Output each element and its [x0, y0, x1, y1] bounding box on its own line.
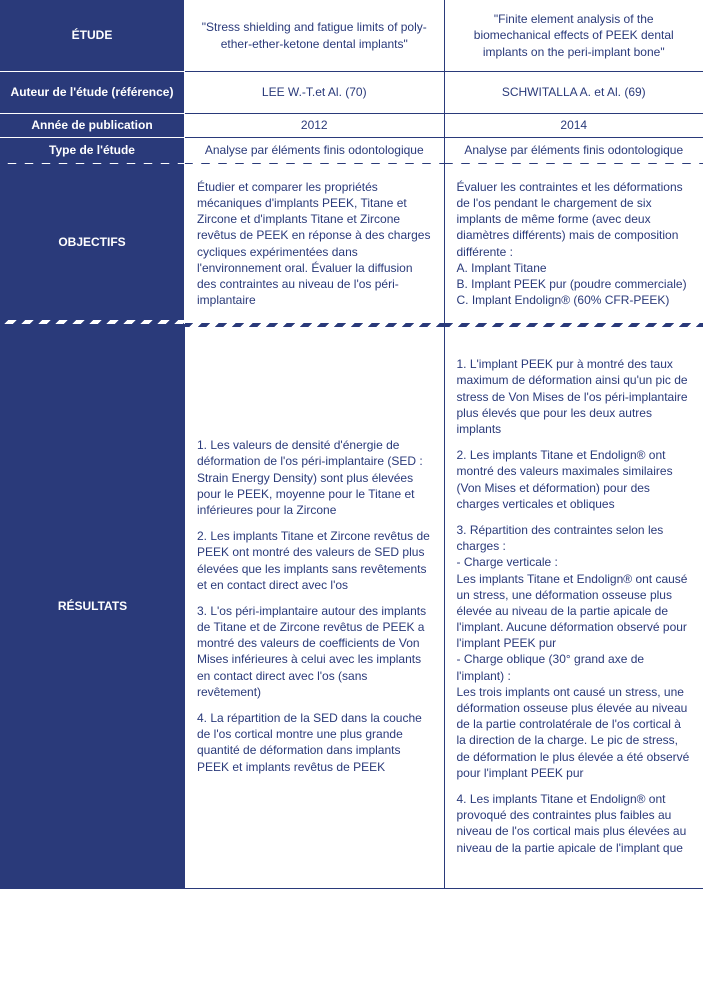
comparison-table: ÉTUDE Auteur de l'étude (référence) Anné… [0, 0, 703, 889]
study-type: Analyse par éléments finis odontologique [185, 138, 444, 164]
study-column-2: "Finite element analysis of the biomecha… [445, 0, 703, 889]
row-labels-column: ÉTUDE Auteur de l'étude (référence) Anné… [0, 0, 185, 889]
row-label-etude: ÉTUDE [0, 0, 185, 72]
study-author: LEE W.-T.et Al. (70) [185, 72, 444, 114]
study-resultats: 1. Les valeurs de densité d'énergie de d… [185, 324, 444, 889]
study-author: SCHWITALLA A. et Al. (69) [445, 72, 703, 114]
study-column-1: "Stress shielding and fatigue limits of … [185, 0, 445, 889]
study-title: "Finite element analysis of the biomecha… [445, 0, 703, 72]
study-type: Analyse par éléments finis odontologique [445, 138, 703, 164]
study-objectifs: Évaluer les contraintes et les déformati… [445, 164, 703, 324]
row-label-auteur: Auteur de l'étude (référence) [0, 72, 185, 114]
row-label-resultats: RÉSULTATS [0, 324, 185, 889]
row-label-objectifs: OBJECTIFS [0, 164, 185, 324]
study-resultats: 1. L'implant PEEK pur à montré des taux … [445, 324, 703, 889]
study-title: "Stress shielding and fatigue limits of … [185, 0, 444, 72]
row-label-type: Type de l'étude [0, 138, 185, 164]
study-objectifs: Étudier et comparer les propriétés mécan… [185, 164, 444, 324]
